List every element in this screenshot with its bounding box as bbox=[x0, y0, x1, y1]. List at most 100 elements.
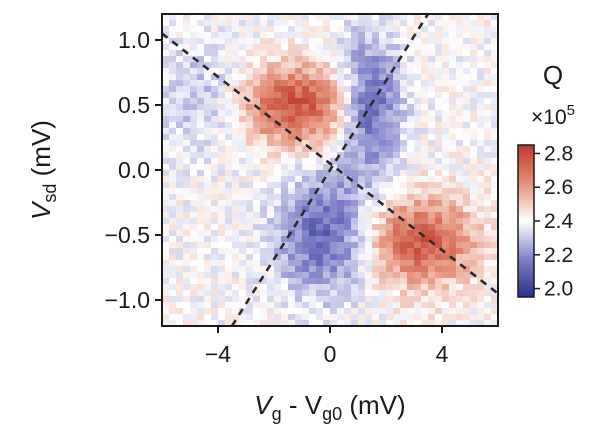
heatmap-cell bbox=[393, 314, 401, 321]
heatmap-cell bbox=[351, 272, 359, 279]
heatmap-cell bbox=[169, 62, 177, 69]
heatmap-cell bbox=[365, 314, 373, 321]
heatmap-cell bbox=[211, 14, 219, 21]
heatmap-cell bbox=[169, 320, 177, 326]
heatmap-cell bbox=[435, 62, 443, 69]
heatmap-cell bbox=[337, 14, 345, 21]
heatmap-cell bbox=[204, 260, 212, 267]
heatmap-cell bbox=[470, 200, 478, 207]
heatmap-cell bbox=[386, 242, 394, 249]
heatmap-cell bbox=[197, 62, 205, 69]
heatmap-cell bbox=[358, 62, 366, 69]
heatmap-cell bbox=[330, 110, 338, 117]
heatmap-cell bbox=[477, 134, 485, 141]
heatmap-cell bbox=[246, 272, 254, 279]
heatmap-cell bbox=[316, 68, 324, 75]
heatmap-cell bbox=[358, 290, 366, 297]
heatmap-cell bbox=[225, 242, 233, 249]
x-axis: −4 0 4 bbox=[205, 326, 449, 367]
heatmap-cell bbox=[358, 92, 366, 99]
heatmap-cell bbox=[379, 92, 387, 99]
heatmap-cell bbox=[449, 278, 457, 285]
heatmap-cell bbox=[197, 176, 205, 183]
heatmap-cell bbox=[337, 236, 345, 243]
heatmap-cell bbox=[491, 134, 498, 141]
heatmap-cell bbox=[190, 278, 198, 285]
heatmap-cell bbox=[442, 50, 450, 57]
heatmap-cell bbox=[400, 104, 408, 111]
heatmap-cell bbox=[309, 248, 317, 255]
heatmap-cell bbox=[225, 104, 233, 111]
heatmap-cell bbox=[421, 128, 429, 135]
heatmap-cell bbox=[449, 110, 457, 117]
heatmap-cell bbox=[218, 236, 226, 243]
heatmap-cell bbox=[309, 146, 317, 153]
heatmap-cell bbox=[211, 278, 219, 285]
heatmap-cell bbox=[323, 116, 331, 123]
heatmap-cell bbox=[379, 128, 387, 135]
heatmap-cell bbox=[463, 158, 471, 165]
heatmap-cell bbox=[183, 272, 191, 279]
heatmap-cell bbox=[372, 308, 380, 315]
heatmap-cell bbox=[393, 194, 401, 201]
heatmap-cell bbox=[470, 32, 478, 39]
heatmap-cell bbox=[281, 320, 289, 326]
heatmap-cell bbox=[372, 206, 380, 213]
heatmap-cell bbox=[379, 254, 387, 261]
heatmap-cell bbox=[470, 284, 478, 291]
heatmap-cell bbox=[260, 26, 268, 33]
heatmap-cell bbox=[344, 308, 352, 315]
heatmap-cell bbox=[372, 164, 380, 171]
heatmap-cell bbox=[477, 98, 485, 105]
heatmap-cell bbox=[393, 38, 401, 45]
heatmap-cell bbox=[428, 86, 436, 93]
heatmap-cell bbox=[372, 188, 380, 195]
heatmap-cell bbox=[246, 230, 254, 237]
heatmap-cell bbox=[260, 32, 268, 39]
heatmap-cell bbox=[365, 80, 373, 87]
heatmap-cell bbox=[323, 44, 331, 51]
heatmap-cell bbox=[183, 308, 191, 315]
heatmap-cell bbox=[316, 146, 324, 153]
heatmap-cell bbox=[169, 98, 177, 105]
heatmap-cell bbox=[239, 62, 247, 69]
heatmap-cell bbox=[218, 62, 226, 69]
heatmap-cell bbox=[309, 14, 317, 21]
heatmap-cell bbox=[197, 254, 205, 261]
x-axis-label: Vg - Vg0 (mV) bbox=[254, 390, 405, 424]
heatmap-cell bbox=[470, 38, 478, 45]
heatmap-cell bbox=[323, 104, 331, 111]
heatmap-cell bbox=[344, 164, 352, 171]
heatmap-cell bbox=[225, 62, 233, 69]
heatmap-cell bbox=[428, 296, 436, 303]
heatmap-cell bbox=[309, 86, 317, 93]
heatmap-cell bbox=[225, 266, 233, 273]
heatmap-cell bbox=[232, 278, 240, 285]
heatmap-cell bbox=[239, 158, 247, 165]
heatmap-cell bbox=[323, 92, 331, 99]
heatmap-cell bbox=[239, 20, 247, 27]
heatmap-cell bbox=[281, 158, 289, 165]
heatmap-cell bbox=[218, 50, 226, 57]
heatmap-cell bbox=[288, 44, 296, 51]
heatmap-cell bbox=[337, 68, 345, 75]
heatmap-cell bbox=[400, 152, 408, 159]
heatmap-cell bbox=[274, 290, 282, 297]
heatmap-cell bbox=[288, 56, 296, 63]
heatmap-cell bbox=[421, 104, 429, 111]
heatmap-cell bbox=[435, 296, 443, 303]
heatmap-cell bbox=[400, 242, 408, 249]
heatmap-cell bbox=[407, 20, 415, 27]
heatmap-cell bbox=[337, 254, 345, 261]
heatmap-cell bbox=[162, 194, 170, 201]
heatmap-cell bbox=[456, 104, 464, 111]
heatmap-cell bbox=[162, 266, 170, 273]
heatmap-cell bbox=[442, 164, 450, 171]
heatmap-cell bbox=[204, 56, 212, 63]
heatmap-cell bbox=[456, 134, 464, 141]
heatmap-cell bbox=[246, 56, 254, 63]
heatmap-cell bbox=[330, 86, 338, 93]
heatmap-cell bbox=[246, 14, 254, 21]
heatmap-cell bbox=[449, 224, 457, 231]
heatmap-cell bbox=[239, 98, 247, 105]
